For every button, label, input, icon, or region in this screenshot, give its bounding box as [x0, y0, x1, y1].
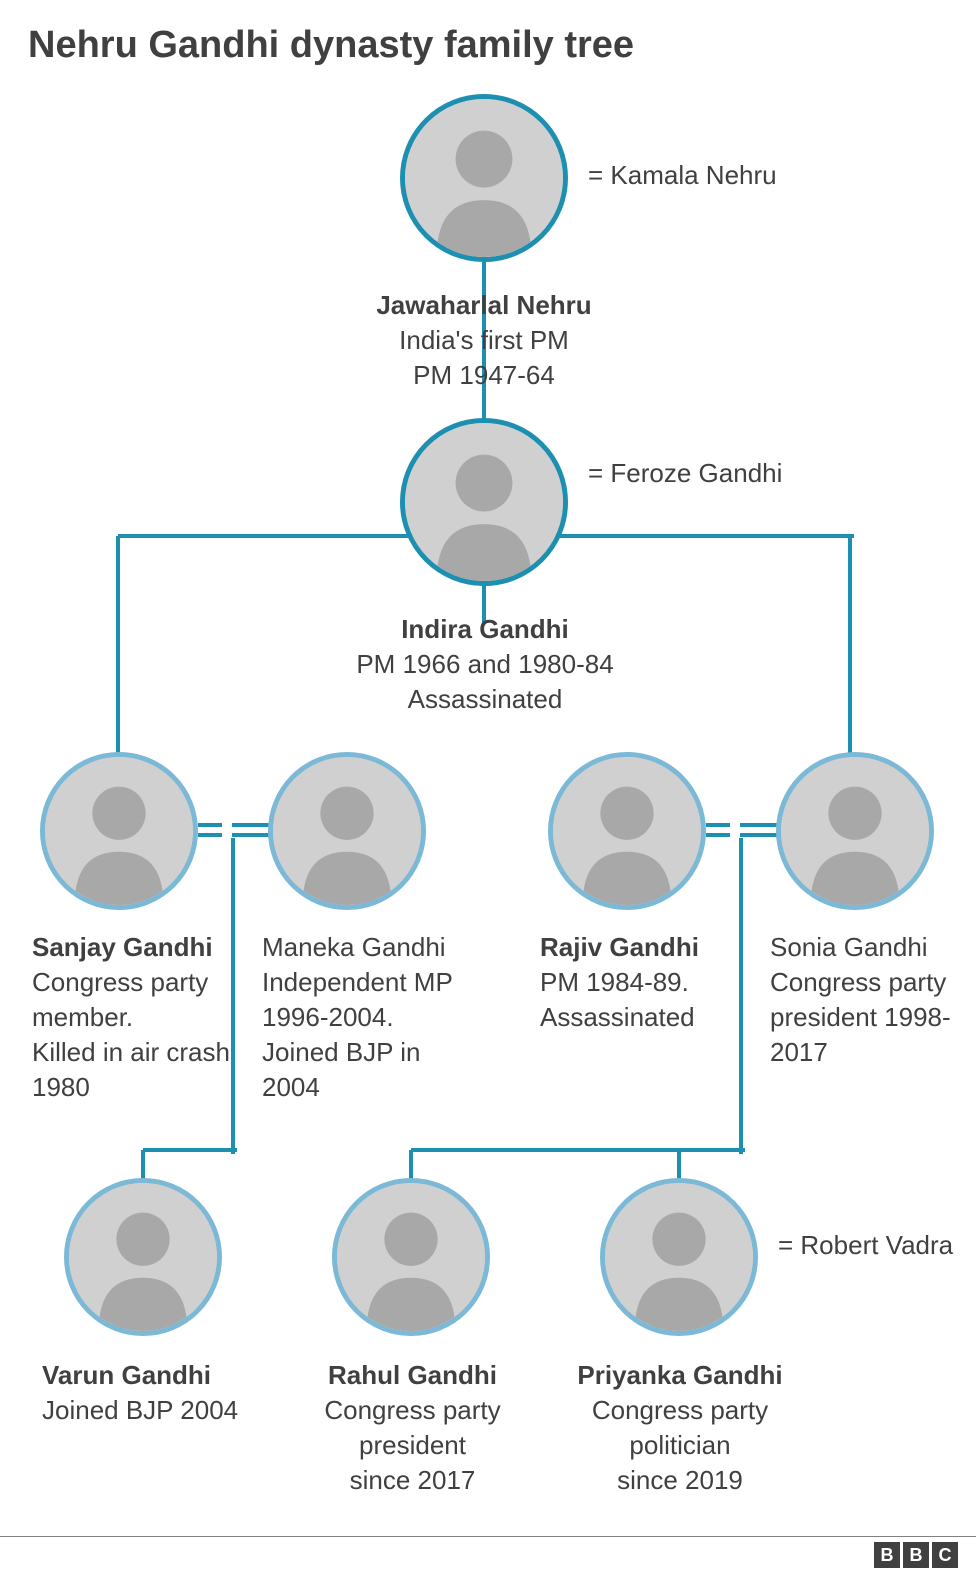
- bbc-logo-letter: B: [903, 1542, 929, 1568]
- portrait-sonia: [776, 752, 934, 910]
- bbc-logo: B B C: [874, 1542, 958, 1568]
- person-name: Rahul Gandhi: [300, 1358, 525, 1393]
- connector: [411, 1148, 745, 1152]
- bbc-logo-letter: C: [932, 1542, 958, 1568]
- connector: [198, 833, 272, 837]
- page-title: Nehru Gandhi dynasty family tree: [28, 24, 634, 67]
- connector: [739, 838, 743, 1154]
- person-name: Rajiv Gandhi: [540, 930, 735, 965]
- spouse-label-indira: = Feroze Gandhi: [588, 458, 782, 489]
- person-name: Priyanka Gandhi: [560, 1358, 800, 1393]
- portrait-maneka: [268, 752, 426, 910]
- bbc-logo-letter: B: [874, 1542, 900, 1568]
- person-desc: Independent MP 1996-2004. Joined BJP in …: [262, 967, 452, 1102]
- connector: [848, 536, 852, 756]
- spouse-label-jawaharlal: = Kamala Nehru: [588, 160, 777, 191]
- person-name: Indira Gandhi: [320, 612, 650, 647]
- portrait-priyanka: [600, 1178, 758, 1336]
- person-name: Maneka Gandhi: [262, 930, 480, 965]
- person-label-indira: Indira GandhiPM 1966 and 1980-84 Assassi…: [320, 612, 650, 717]
- portrait-rajiv: [548, 752, 706, 910]
- person-name: Varun Gandhi: [42, 1358, 247, 1393]
- person-desc: PM 1966 and 1980-84 Assassinated: [356, 649, 613, 714]
- person-desc: Congress party member. Killed in air cra…: [32, 967, 230, 1102]
- connector: [143, 1148, 237, 1152]
- portrait-sanjay: [40, 752, 198, 910]
- portrait-jawaharlal: [400, 94, 568, 262]
- spouse-label-priyanka: = Robert Vadra: [778, 1230, 953, 1261]
- connector: [116, 536, 120, 756]
- person-label-rahul: Rahul GandhiCongress party president sin…: [300, 1358, 525, 1498]
- person-desc: Congress party president 1998-2017: [770, 967, 951, 1067]
- person-label-sonia: Sonia GandhiCongress party president 199…: [770, 930, 965, 1070]
- person-label-varun: Varun GandhiJoined BJP 2004: [42, 1358, 247, 1428]
- connector: [198, 823, 272, 827]
- person-desc: Joined BJP 2004: [42, 1395, 238, 1425]
- connector: [706, 823, 780, 827]
- person-desc: PM 1984-89. Assassinated: [540, 967, 695, 1032]
- connector: [706, 833, 780, 837]
- person-label-rajiv: Rajiv GandhiPM 1984-89. Assassinated: [540, 930, 735, 1035]
- portrait-rahul: [332, 1178, 490, 1336]
- person-label-priyanka: Priyanka GandhiCongress party politician…: [560, 1358, 800, 1498]
- person-desc: Congress party politician since 2019: [592, 1395, 768, 1495]
- person-desc: Congress party president since 2017: [324, 1395, 500, 1495]
- portrait-varun: [64, 1178, 222, 1336]
- person-desc: India's first PM PM 1947-64: [399, 325, 569, 390]
- person-name: Jawaharlal Nehru: [334, 288, 634, 323]
- person-label-sanjay: Sanjay GandhiCongress party member. Kill…: [32, 930, 232, 1105]
- person-label-maneka: Maneka GandhiIndependent MP 1996-2004. J…: [262, 930, 480, 1105]
- person-name: Sanjay Gandhi: [32, 930, 232, 965]
- footer-rule: [0, 1536, 976, 1537]
- person-name: Sonia Gandhi: [770, 930, 965, 965]
- person-label-jawaharlal: Jawaharlal NehruIndia's first PM PM 1947…: [334, 288, 634, 393]
- portrait-indira: [400, 418, 568, 586]
